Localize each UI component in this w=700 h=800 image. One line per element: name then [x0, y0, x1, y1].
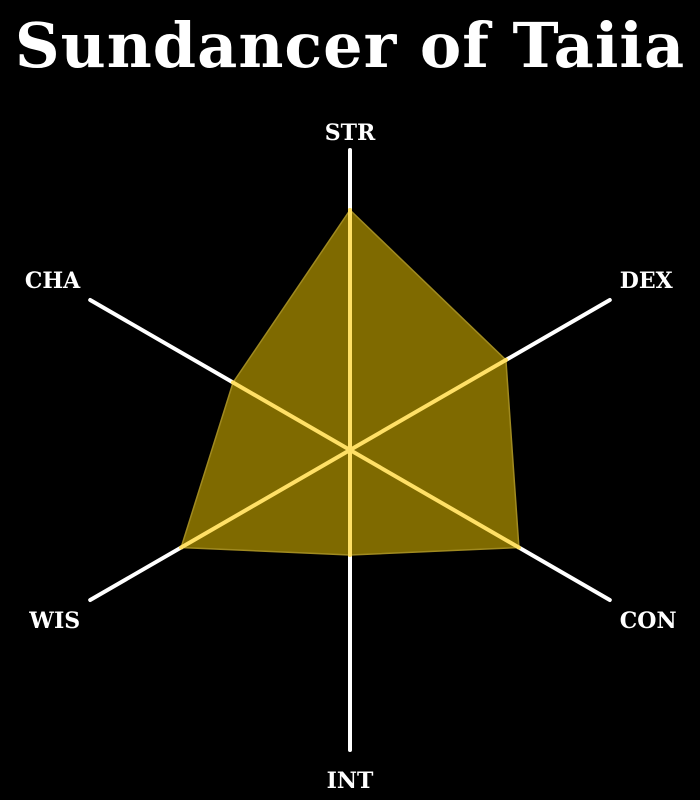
axis-label-dex: DEX [620, 268, 674, 294]
overlay-layer [179, 208, 521, 557]
data-point-cha [231, 380, 236, 385]
chart-title: Sundancer of Taiia [14, 9, 686, 82]
axis-label-int: INT [327, 768, 374, 794]
axis-label-cha: CHA [25, 268, 81, 294]
axis-highlight-cha [231, 380, 352, 452]
data-point-dex [503, 358, 508, 362]
data-point-con [516, 545, 521, 550]
axis-highlight-con [348, 448, 521, 550]
axis-label-wis: WIS [28, 608, 80, 634]
data-point-str [348, 208, 352, 212]
axis-highlight-dex [348, 358, 508, 452]
axis-label-str: STR [325, 120, 376, 146]
data-point-wis [179, 545, 184, 550]
data-point-int [348, 553, 352, 557]
axis-highlight-wis [179, 448, 352, 550]
labels-layer: STR DEX CON INT WIS CHA [25, 120, 677, 794]
axis-label-con: CON [620, 608, 677, 634]
